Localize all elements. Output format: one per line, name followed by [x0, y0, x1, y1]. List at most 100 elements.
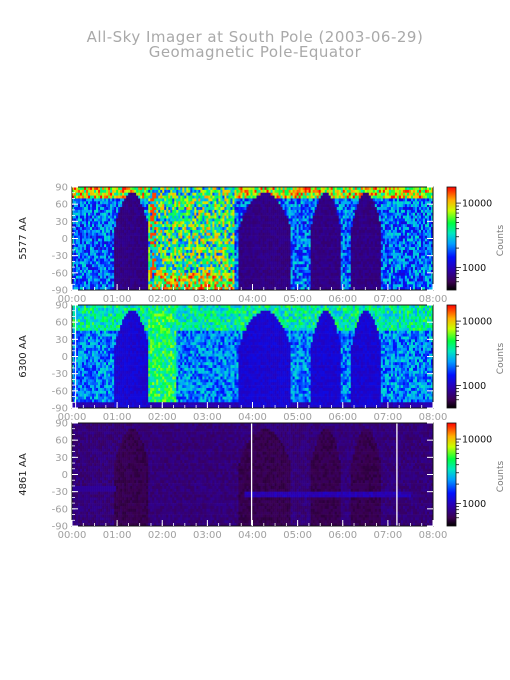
- heatmap-cell: [164, 198, 167, 202]
- heatmap-cell: [114, 264, 117, 268]
- heatmap-cell: [222, 198, 225, 202]
- heatmap-cell: [232, 238, 235, 242]
- heatmap-cell: [222, 201, 225, 205]
- heatmap-cell: [126, 261, 129, 265]
- heatmap-cell: [168, 267, 171, 271]
- heatmap-cell: [296, 215, 299, 219]
- heatmap-cell: [108, 284, 111, 288]
- heatmap-cell: [174, 244, 177, 248]
- heatmap-cell: [268, 281, 271, 285]
- heatmap-cell: [198, 287, 201, 291]
- heatmap-cell: [302, 218, 305, 222]
- heatmap-cell: [278, 252, 281, 256]
- heatmap-cell: [150, 252, 153, 256]
- heatmap-cell: [328, 241, 332, 245]
- heatmap-cell: [228, 241, 231, 245]
- heatmap-cell: [268, 267, 271, 271]
- heatmap-cell: [170, 258, 173, 262]
- heatmap-cell: [244, 272, 247, 276]
- heatmap-cell: [348, 261, 352, 265]
- heatmap-cell: [180, 264, 183, 268]
- heatmap-cell: [226, 241, 229, 245]
- heatmap-cell: [308, 278, 311, 282]
- heatmap-cell: [114, 247, 117, 251]
- heatmap-cell: [186, 218, 189, 222]
- heatmap-cell: [100, 209, 103, 214]
- heatmap-cell: [342, 224, 346, 228]
- heatmap-cell: [332, 189, 336, 194]
- heatmap-cell: [242, 267, 245, 271]
- heatmap-cell: [316, 189, 319, 194]
- heatmap-cell: [306, 235, 309, 239]
- heatmap-cell: [334, 195, 338, 199]
- heatmap-cell: [270, 212, 273, 216]
- heatmap-cell: [206, 207, 209, 211]
- heatmap-cell: [318, 247, 321, 251]
- heatmap-cell: [334, 224, 338, 228]
- heatmap-cell: [296, 281, 299, 285]
- heatmap-cell: [128, 281, 131, 285]
- heatmap-cell: [202, 241, 205, 245]
- heatmap-cell: [328, 187, 332, 191]
- heatmap-cell: [112, 195, 115, 199]
- heatmap-cell: [132, 244, 135, 248]
- heatmap-cell: [248, 247, 251, 251]
- heatmap-cell: [126, 187, 129, 191]
- heatmap-cell: [242, 258, 245, 262]
- heatmap-cell: [174, 275, 177, 279]
- heatmap-cell: [130, 267, 133, 271]
- heatmap-cell: [190, 207, 193, 211]
- heatmap-cell: [212, 284, 215, 288]
- heatmap-cell: [274, 264, 277, 268]
- heatmap-cell: [268, 287, 271, 291]
- heatmap-cell: [96, 249, 99, 254]
- heatmap-cell: [184, 272, 187, 276]
- heatmap-cell: [236, 187, 239, 191]
- heatmap-cell: [306, 252, 309, 256]
- heatmap-cell: [290, 284, 293, 288]
- heatmap-cell: [292, 241, 295, 245]
- heatmap-cell: [174, 218, 177, 222]
- heatmap-cell: [190, 232, 193, 236]
- heatmap-cell: [264, 229, 267, 234]
- heatmap-cell: [332, 278, 336, 282]
- heatmap-cell: [156, 201, 159, 205]
- heatmap-cell: [338, 244, 342, 248]
- heatmap-cell: [308, 187, 311, 191]
- heatmap-cell: [112, 267, 115, 271]
- heatmap-cell: [110, 258, 113, 262]
- heatmap-cell: [172, 269, 175, 274]
- heatmap-cell: [116, 221, 119, 225]
- heatmap-cell: [240, 195, 243, 199]
- heatmap-cell: [112, 241, 115, 245]
- heatmap-cell: [150, 275, 153, 279]
- heatmap-cell: [134, 269, 137, 274]
- heatmap-cell: [134, 249, 137, 254]
- heatmap-cell: [266, 275, 269, 279]
- heatmap-cell: [92, 221, 95, 225]
- heatmap-cell: [142, 244, 145, 248]
- heatmap-cell: [142, 258, 145, 262]
- heatmap-cell: [246, 207, 249, 211]
- heatmap-cell: [204, 281, 207, 285]
- heatmap-cell: [154, 204, 157, 208]
- heatmap-cell: [104, 209, 107, 214]
- heatmap-cell: [168, 287, 171, 291]
- heatmap-cell: [300, 189, 303, 194]
- heatmap-cell: [152, 247, 155, 251]
- heatmap-cell: [282, 198, 285, 202]
- heatmap-cell: [300, 187, 303, 191]
- heatmap-cell: [238, 218, 241, 222]
- heatmap-cell: [272, 192, 275, 196]
- heatmap-cell: [332, 238, 336, 242]
- heatmap-cell: [180, 287, 183, 291]
- heatmap-cell: [286, 192, 289, 196]
- heatmap-cell: [312, 244, 315, 248]
- heatmap-cell: [168, 281, 171, 285]
- heatmap-cell: [166, 218, 169, 222]
- heatmap-cell: [280, 278, 283, 282]
- heatmap-cell: [302, 258, 305, 262]
- heatmap-cell: [126, 195, 129, 199]
- heatmap-cell: [326, 215, 330, 219]
- heatmap-cell: [250, 269, 253, 274]
